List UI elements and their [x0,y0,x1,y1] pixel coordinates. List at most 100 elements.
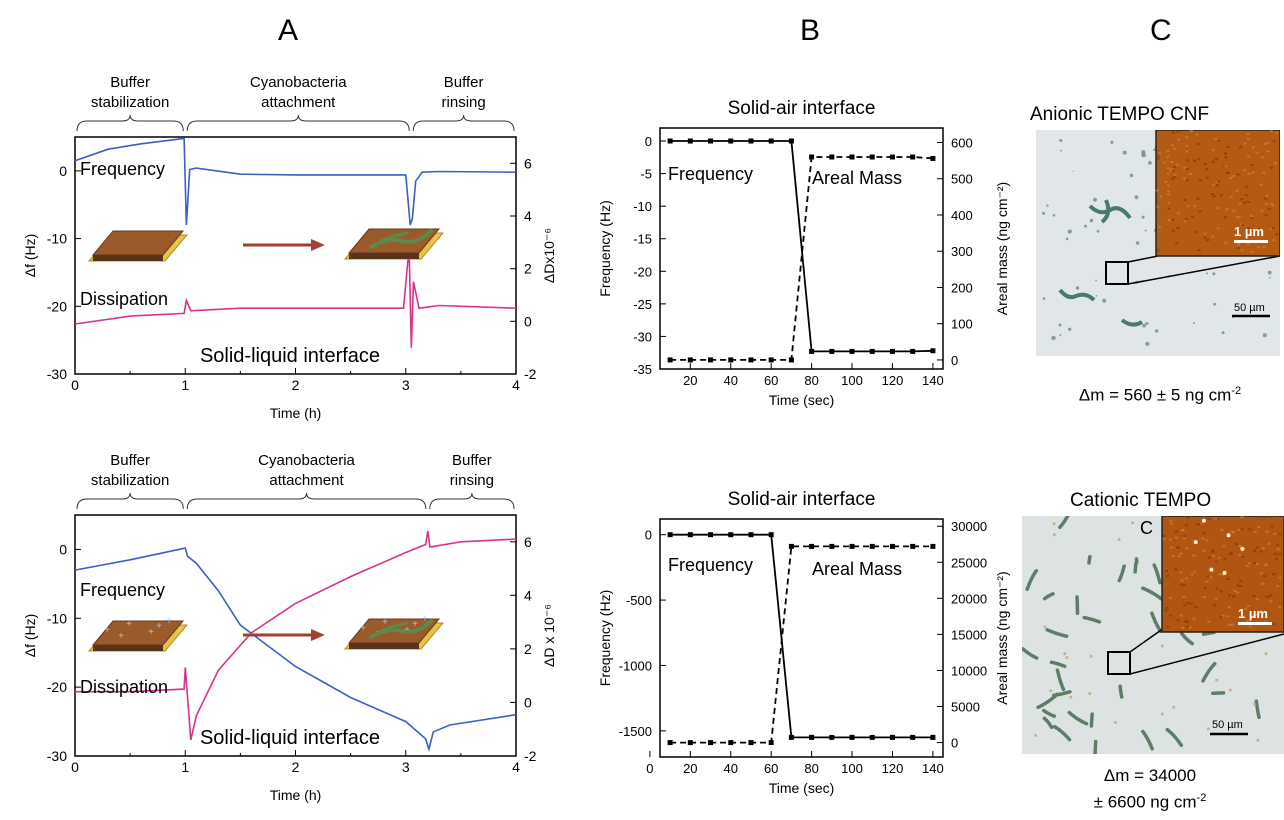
debris-dot [1213,302,1216,306]
afm-texture [1182,596,1186,599]
debris-dot [1145,322,1149,325]
micrograph-title-anionic: Anionic TEMPO CNF [1030,104,1210,125]
afm-texture [1173,147,1177,150]
afm-texture [1261,582,1265,585]
series-line-frequency [74,137,517,226]
phase-bracket [76,492,184,510]
afm-texture [1203,232,1207,235]
afm-texture [1184,620,1188,623]
afm-texture [1224,165,1228,168]
debris-dot [1253,702,1257,706]
afm-texture [1273,552,1277,555]
afm-texture [1278,606,1282,609]
afm-texture [1190,130,1194,132]
afm-texture [1272,623,1276,626]
y2-tick-label: 300 [951,244,973,259]
debris-dot [1142,323,1146,328]
afm-texture [1240,249,1244,252]
afm-texture [1158,152,1162,155]
afm-texture [1170,177,1174,180]
afm-texture [1211,549,1215,552]
y-tick-label: -30 [47,366,67,382]
afm-texture [1166,155,1170,158]
cyanobacteria-filament [1049,660,1067,669]
afm-texture [1269,202,1273,205]
afm-texture [1177,555,1181,558]
annotation-frequency: Frequency [80,159,165,179]
afm-texture [1265,530,1269,533]
afm-texture [1219,616,1223,619]
afm-texture [1159,195,1163,198]
afm-texture [1197,158,1201,161]
debris-dot [1135,241,1140,245]
debris-dot [1046,204,1049,207]
afm-texture [1275,557,1278,560]
afm-texture [1165,606,1169,609]
charge-mark: + [118,631,124,642]
afm-texture [1214,138,1217,141]
y-axis-title: Frequency (Hz) [597,200,613,296]
debris-dot [1148,161,1152,165]
afm-texture [1189,173,1193,175]
afm-texture [1184,218,1188,221]
inset-scale-label-anionic: 1 µm [1234,224,1264,239]
afm-texture [1236,591,1240,594]
y-tick-label: 0 [645,528,652,543]
afm-texture [1274,162,1277,165]
afm-texture [1217,556,1221,559]
x-tick-label: 3 [402,377,410,393]
afm-texture [1262,245,1266,248]
afm-texture [1278,576,1282,579]
caption-cationic-line1: Δm = 34000 [1103,766,1197,785]
afm-texture [1226,146,1230,149]
data-point [829,543,835,549]
debris-dot [1069,695,1073,699]
phase-label: attachment [269,472,344,489]
x-tick-label: 0 [71,759,79,775]
afm-texture [1276,543,1280,546]
y-tick-label: -500 [626,593,652,608]
afm-texture [1156,189,1159,192]
data-point [930,734,936,740]
afm-texture [1166,149,1170,152]
plot-frame [659,127,944,370]
afm-texture [1176,130,1180,133]
debris-dot [1114,721,1117,724]
x-tick-label: 60 [764,761,778,776]
data-point [809,543,815,549]
afm-texture [1171,169,1175,172]
debris-dot [1042,211,1046,215]
film-edge [349,643,419,649]
chart-B-top: 20 40 60 80 100 120 140 0 -5 -10 -15 -20 -25 -30 -35 0 1… [597,98,1010,408]
y-tick-label: 0 [645,134,652,149]
afm-texture [1234,543,1238,546]
phase-label: Buffer [110,74,150,91]
afm-texture [1255,563,1259,565]
x-tick-label: 3 [402,759,410,775]
afm-texture [1214,597,1218,600]
data-point [687,740,693,746]
debris-dot [1155,329,1159,333]
data-point [889,734,895,740]
afm-texture [1219,194,1223,197]
micrograph-cationic: C 1 µm 50 µm [1022,516,1284,754]
debris-dot [1052,533,1056,537]
x-tick-label: 4 [512,377,520,393]
afm-texture [1181,626,1184,629]
afm-texture [1264,214,1268,217]
afm-texture [1211,160,1215,163]
afm-texture [1225,171,1229,174]
afm-texture [1215,587,1219,590]
afm-texture [1168,596,1172,599]
data-point [910,734,916,740]
afm-texture [1216,518,1220,521]
x-tick-label: 1 [181,759,189,775]
afm-texture [1169,170,1173,172]
afm-texture [1267,542,1271,545]
afm-texture [1270,130,1273,133]
afm-texture [1269,227,1273,230]
afm-texture [1170,546,1173,549]
afm-texture [1250,250,1254,253]
cyanobacteria-filament [1093,739,1098,754]
